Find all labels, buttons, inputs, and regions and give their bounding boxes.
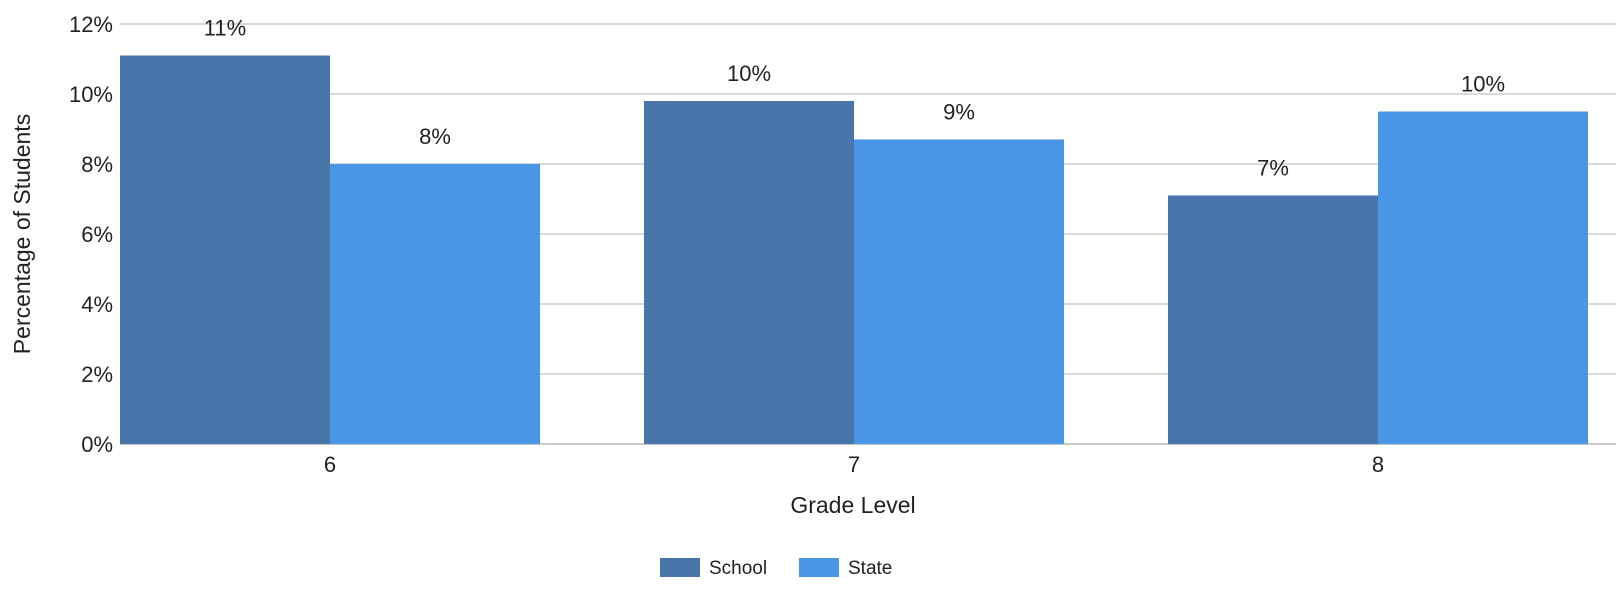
axes: 0% 2% 4% 6% 8% 10% 12% 6 7 8	[69, 12, 1384, 477]
y-axis-title: Percentage of Students	[9, 114, 35, 354]
bar	[330, 164, 540, 444]
bar	[1168, 195, 1378, 444]
legend-label: School	[709, 558, 767, 579]
y-tick-label: 0%	[81, 432, 113, 457]
data-label: 10%	[727, 61, 771, 86]
y-tick-label: 12%	[69, 12, 113, 37]
legend-swatch	[799, 558, 839, 577]
data-label: 7%	[1257, 156, 1289, 181]
x-axis-title: Grade Level	[790, 492, 915, 518]
x-tick-label: 7	[848, 452, 860, 477]
x-tick-label: 8	[1372, 452, 1384, 477]
data-labels: 11% 10% 7% 8% 9% 10%	[204, 16, 1505, 181]
bar	[644, 101, 854, 444]
bars	[120, 55, 1588, 444]
legend: School State	[660, 558, 892, 579]
y-tick-label: 8%	[81, 152, 113, 177]
data-label: 9%	[943, 100, 975, 125]
legend-swatch	[660, 558, 700, 577]
x-tick-label: 6	[324, 452, 336, 477]
y-tick-label: 6%	[81, 222, 113, 247]
y-tick-label: 2%	[81, 362, 113, 387]
y-tick-label: 10%	[69, 82, 113, 107]
bar	[120, 55, 330, 444]
data-label: 8%	[419, 124, 451, 149]
legend-label: State	[848, 558, 892, 579]
bar	[1378, 111, 1588, 444]
data-label: 11%	[204, 16, 246, 41]
y-tick-label: 4%	[81, 292, 113, 317]
data-label: 10%	[1461, 72, 1505, 97]
bar	[854, 139, 1064, 444]
